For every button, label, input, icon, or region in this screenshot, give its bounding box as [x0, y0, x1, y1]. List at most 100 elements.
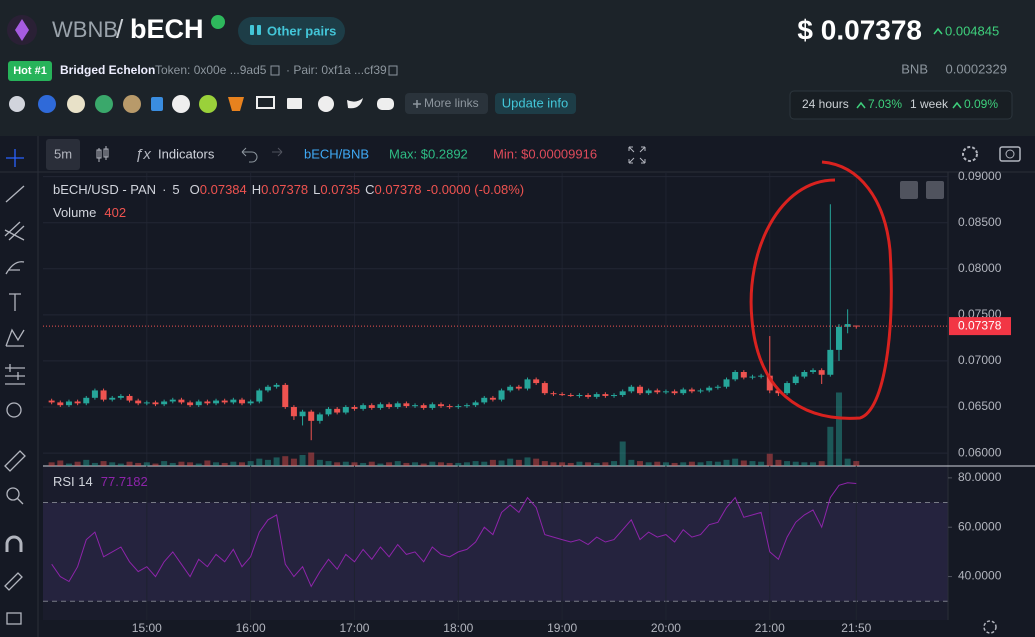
update-info-label[interactable]: Update info: [502, 95, 569, 110]
last-price-tag: [949, 317, 1011, 336]
telegram-icon[interactable]: [318, 96, 334, 112]
candle-body: [256, 390, 263, 402]
volume-bar: [83, 459, 90, 466]
link-icon[interactable]: [95, 95, 113, 113]
candle-body: [524, 379, 531, 389]
screenshot-icon[interactable]: [999, 146, 1021, 162]
volume-bar: [377, 463, 384, 466]
x-tick-label: 19:00: [547, 621, 577, 635]
brush-tool[interactable]: [5, 261, 25, 275]
more-links-button[interactable]: [405, 93, 488, 114]
indicators-label[interactable]: Indicators: [158, 146, 215, 161]
interval-button[interactable]: [46, 139, 80, 170]
settings-icon[interactable]: [962, 146, 978, 162]
link-icon[interactable]: [38, 95, 56, 113]
candle-body: [178, 399, 185, 403]
link-icon[interactable]: [172, 95, 190, 113]
lock-tool[interactable]: [6, 612, 22, 625]
candle-body: [541, 383, 548, 394]
interval-label[interactable]: 5m: [54, 146, 72, 161]
candle-body: [628, 386, 635, 392]
rsi-line: [51, 482, 857, 588]
volume-bar: [628, 459, 635, 466]
candle-body: [161, 401, 168, 405]
axis-settings-icon[interactable]: [983, 620, 997, 634]
token-logo-mark: [15, 19, 29, 41]
more-links-label[interactable]: More links: [424, 96, 479, 110]
candle-body: [273, 384, 280, 387]
volume-bar: [437, 462, 444, 466]
y-tick-label: 0.06500: [958, 399, 1002, 413]
candle-body: [455, 406, 462, 408]
zoom-tool[interactable]: [6, 487, 20, 501]
rsi-panel-bg: [43, 467, 948, 620]
social-icons: [9, 95, 394, 113]
annotation-circle: [749, 160, 893, 420]
candle-body: [299, 411, 306, 417]
website-icon[interactable]: [256, 96, 275, 109]
candle-body: [792, 376, 799, 384]
quote-symbol: bECH: [130, 14, 204, 44]
x-tick-label: 17:00: [339, 621, 369, 635]
stat-label: 1 week: [910, 97, 949, 111]
link-icon[interactable]: [67, 95, 85, 113]
text-tool[interactable]: [9, 293, 21, 311]
volume-bar: [697, 462, 704, 466]
volume-bar: [100, 461, 107, 466]
separator: /: [116, 14, 124, 44]
pattern-tool[interactable]: [5, 328, 25, 347]
chart-type-icon[interactable]: [96, 146, 109, 162]
scroll-button[interactable]: [900, 181, 918, 199]
volume-bar: [213, 462, 220, 466]
ohlc-label: C: [365, 182, 374, 197]
discord-icon[interactable]: [377, 98, 394, 110]
other-pairs-button[interactable]: [238, 17, 345, 45]
price: $ 0.07378: [797, 14, 922, 45]
pair-toggle[interactable]: bECH/BNB: [304, 146, 369, 161]
prediction-tool[interactable]: [5, 364, 25, 385]
update-info-button[interactable]: [495, 93, 576, 114]
volume-bar: [91, 462, 98, 466]
trendline-tool[interactable]: [5, 185, 25, 203]
volume-bar: [420, 463, 427, 466]
undo-icon[interactable]: [241, 147, 258, 163]
candle-body: [801, 371, 808, 377]
icon-tool[interactable]: [6, 402, 22, 418]
copy-icon[interactable]: [270, 65, 280, 76]
symbol: bECH/USD - PAN: [53, 182, 156, 197]
link-icon[interactable]: [199, 95, 217, 113]
volume-bar: [351, 462, 358, 466]
candle-body: [810, 370, 817, 372]
drawing-tools: [4, 149, 26, 625]
share-icon[interactable]: [9, 96, 25, 112]
bnb-price: 0.0002329: [946, 61, 1007, 76]
crosshair-tool[interactable]: [6, 149, 24, 167]
x-tick-label: 18:00: [443, 621, 473, 635]
twitter-icon[interactable]: [347, 98, 363, 109]
measure-tool[interactable]: [4, 450, 26, 472]
candle-body: [498, 390, 505, 400]
volume-bar: [48, 462, 55, 466]
redo-icon[interactable]: [272, 147, 283, 157]
lock-drawing-tool[interactable]: [4, 572, 23, 591]
volume-bar: [334, 462, 341, 466]
volume-bar: [636, 461, 643, 466]
link-icon[interactable]: [123, 95, 141, 113]
fx-icon[interactable]: ƒx: [135, 146, 151, 163]
scroll-button[interactable]: [926, 181, 944, 199]
y-tick-label: 0.09000: [958, 169, 1002, 183]
other-pairs-label[interactable]: Other pairs: [267, 23, 336, 38]
lock-icon[interactable]: [151, 97, 163, 111]
fib-tool[interactable]: [4, 221, 25, 241]
metamask-icon[interactable]: [228, 97, 244, 111]
email-icon[interactable]: [287, 98, 302, 109]
rsi-tick-label: 40.0000: [958, 569, 1002, 583]
y-tick-label: 0.06000: [958, 445, 1002, 459]
fullscreen-icon[interactable]: [628, 146, 646, 164]
magnet-tool[interactable]: [5, 535, 23, 552]
volume-bar: [844, 458, 851, 466]
candle-body: [437, 404, 444, 407]
copy-icon[interactable]: [388, 65, 398, 76]
volume-bar: [342, 461, 349, 466]
